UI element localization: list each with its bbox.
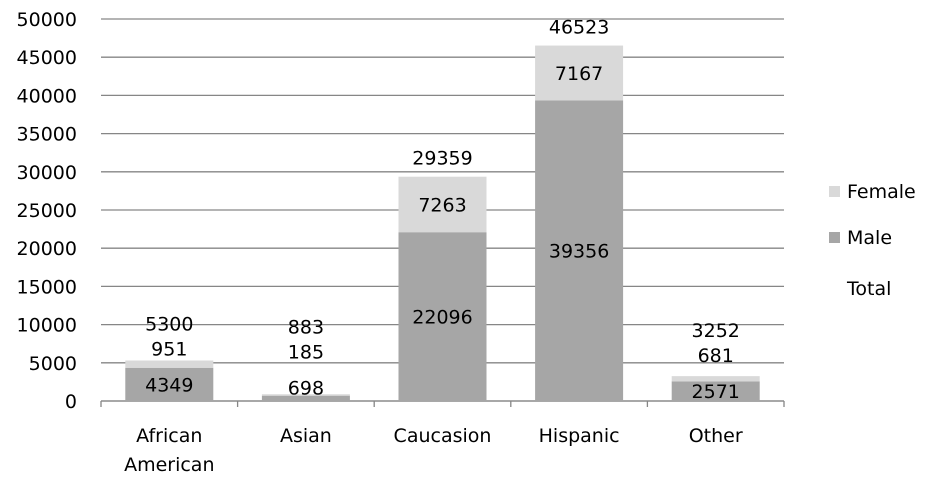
data-label-total: 883 — [288, 317, 324, 339]
legend-label-male: Male — [847, 227, 892, 249]
bars — [125, 45, 760, 401]
bar-segment-female — [535, 45, 624, 101]
data-label-female: 7263 — [418, 194, 466, 216]
legend-swatch-male — [829, 232, 840, 243]
bar-segment-female — [125, 360, 214, 368]
data-label-female: 185 — [288, 342, 324, 364]
bar-segment-male — [535, 100, 624, 401]
y-tick-label: 25000 — [17, 200, 77, 222]
bar-segment-male — [261, 395, 350, 401]
category-label: African — [136, 425, 202, 447]
y-tick-label: 0 — [65, 391, 77, 413]
bar-segment-male — [398, 232, 487, 401]
x-axis-category-labels: African American Asian Caucasion Hispanic Oth… — [124, 425, 743, 476]
y-axis-tick-labels: 0 5000 10000 15000 20000 25000 30000 35000 40000… — [17, 9, 77, 413]
data-label-male: 2571 — [692, 381, 740, 403]
bar-segment-male — [671, 381, 760, 401]
category-label: Hispanic — [539, 425, 620, 447]
category-label: Caucasion — [394, 425, 492, 447]
data-label-male: 4349 — [145, 374, 193, 396]
bar-segment-male — [125, 367, 214, 401]
y-tick-label: 30000 — [17, 162, 77, 184]
data-label-total: 29359 — [412, 148, 472, 170]
legend-label-female: Female — [847, 181, 916, 203]
y-tick-label: 10000 — [17, 315, 77, 337]
data-label-male: 698 — [288, 378, 324, 400]
data-labels: 4349 951 5300 698 185 883 22096 7263 29359 39356 7… — [145, 17, 740, 404]
data-label-female: 951 — [151, 338, 187, 360]
legend-swatch-female — [829, 186, 840, 197]
data-label-male: 22096 — [412, 307, 472, 329]
data-label-female: 681 — [698, 345, 734, 367]
category-label: American — [124, 454, 214, 476]
data-label-total: 46523 — [549, 17, 609, 39]
legend: Female Male Total — [829, 181, 916, 300]
bar-segment-female — [671, 376, 760, 382]
bar-segment-female — [398, 176, 487, 233]
data-label-female: 7167 — [555, 63, 603, 85]
category-label: Asian — [280, 425, 332, 447]
y-tick-label: 50000 — [17, 9, 77, 31]
legend-label-total: Total — [846, 278, 891, 300]
y-tick-label: 45000 — [17, 47, 77, 69]
y-tick-label: 40000 — [17, 85, 77, 107]
y-tick-label: 5000 — [29, 353, 77, 375]
bar-segment-female — [261, 394, 350, 396]
data-label-male: 39356 — [549, 241, 609, 263]
data-label-total: 3252 — [692, 320, 740, 342]
y-tick-label: 20000 — [17, 238, 77, 260]
data-label-total: 5300 — [145, 313, 193, 335]
category-label: Other — [689, 425, 743, 447]
y-tick-label: 15000 — [17, 276, 77, 298]
y-tick-label: 35000 — [17, 124, 77, 146]
